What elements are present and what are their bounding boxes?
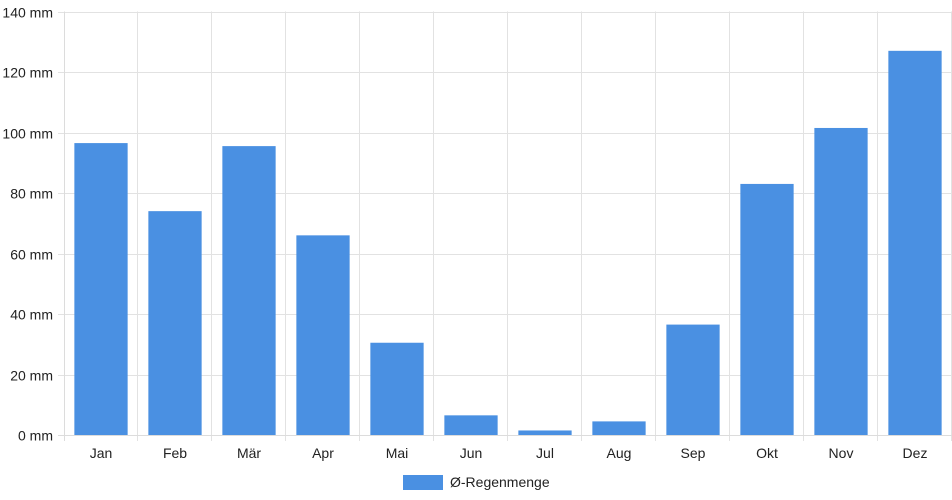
grid: [64, 11, 952, 441]
x-tick-label: Nov: [829, 445, 854, 461]
bar: [296, 235, 350, 435]
x-tick-label: Jul: [536, 445, 554, 461]
x-tick-labels: Jan Feb Mär Apr Mai Jun Jul Aug Sep Okt Nov Dez: [90, 445, 928, 461]
bar: [74, 143, 128, 435]
y-tick-label: 0 mm: [18, 428, 53, 444]
legend-label: Ø-Regenmenge: [450, 474, 550, 490]
y-tick-label: 40 mm: [10, 307, 53, 323]
bar: [444, 415, 498, 435]
x-tick-label: Aug: [607, 445, 632, 461]
bar: [740, 183, 794, 435]
x-tick-label: Apr: [312, 445, 334, 461]
y-tick-label: 20 mm: [10, 368, 53, 384]
x-tick-label: Feb: [163, 445, 187, 461]
bars: [74, 50, 942, 436]
x-tick-label: Jan: [90, 445, 113, 461]
x-tick-label: Sep: [681, 445, 706, 461]
y-tick-labels: 0 mm 20 mm 40 mm 60 mm 80 mm 100 mm 120 mm 140 …: [2, 5, 53, 444]
bar: [370, 342, 424, 435]
y-tick-label: 100 mm: [2, 126, 53, 142]
bar: [518, 430, 572, 435]
legend-swatch: [403, 475, 443, 490]
bar: [666, 324, 720, 435]
x-tick-label: Mär: [237, 445, 261, 461]
x-tick-label: Jun: [460, 445, 483, 461]
y-tick-label: 140 mm: [2, 5, 53, 21]
x-tick-label: Okt: [756, 445, 778, 461]
bar: [222, 146, 276, 436]
legend: Ø-Regenmenge: [403, 474, 550, 490]
x-tick-label: Dez: [903, 445, 928, 461]
y-tick-label: 80 mm: [10, 186, 53, 202]
x-tick-label: Mai: [386, 445, 409, 461]
bar: [592, 421, 646, 435]
bar: [148, 211, 202, 435]
axes: [58, 11, 952, 441]
bar: [888, 50, 942, 435]
bar: [814, 127, 868, 436]
y-tick-label: 120 mm: [2, 65, 53, 81]
y-tick-label: 60 mm: [10, 247, 53, 263]
